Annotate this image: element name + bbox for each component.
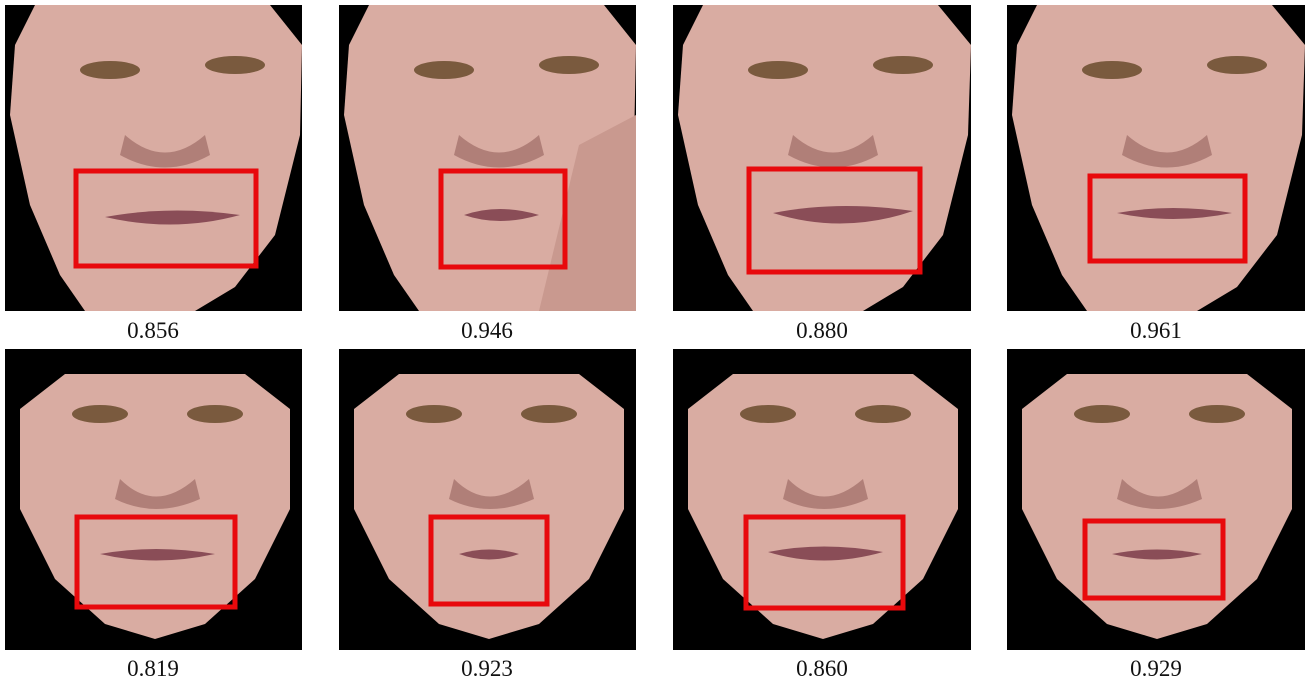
mouth-highlight-box bbox=[438, 168, 568, 270]
mouth-highlight-box bbox=[73, 168, 259, 269]
face-image-3 bbox=[678, 5, 971, 311]
face-panel-3 bbox=[673, 5, 971, 311]
score-label-6: 0.923 bbox=[461, 656, 513, 681]
score-label-2: 0.946 bbox=[461, 318, 513, 343]
face-panel-5 bbox=[5, 349, 302, 650]
score-label-8: 0.929 bbox=[1130, 656, 1182, 681]
score-label-5: 0.819 bbox=[127, 656, 179, 681]
mouth-highlight-box bbox=[1082, 518, 1226, 601]
face-image-4 bbox=[1012, 5, 1305, 311]
face-panel-4 bbox=[1007, 5, 1305, 311]
mouth-highlight-box bbox=[743, 514, 906, 611]
score-label-4: 0.961 bbox=[1130, 318, 1182, 343]
face-image-1 bbox=[10, 5, 302, 311]
face-panel-2 bbox=[339, 5, 636, 311]
face-panel-6 bbox=[339, 349, 636, 650]
face-panel-8 bbox=[1007, 349, 1305, 650]
mouth-highlight-box bbox=[746, 166, 923, 275]
face-panel-7 bbox=[673, 349, 971, 650]
face-image-6 bbox=[354, 374, 624, 639]
mouth-highlight-box bbox=[428, 514, 550, 607]
face-panel-1 bbox=[5, 5, 302, 311]
face-image-7 bbox=[688, 374, 958, 639]
mouth-highlight-box bbox=[74, 514, 238, 610]
face-image-8 bbox=[1022, 374, 1292, 639]
mouth-highlight-box bbox=[1087, 173, 1248, 264]
score-label-1: 0.856 bbox=[127, 318, 179, 343]
score-label-7: 0.860 bbox=[796, 656, 848, 681]
score-label-3: 0.880 bbox=[796, 318, 848, 343]
face-image-5 bbox=[20, 374, 290, 639]
face-image-2 bbox=[344, 5, 636, 311]
